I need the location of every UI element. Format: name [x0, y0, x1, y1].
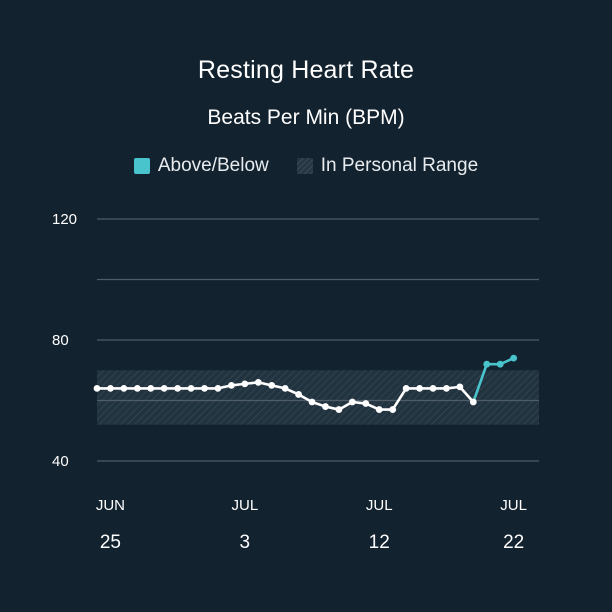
- data-point: [107, 385, 114, 392]
- legend-swatch-above-below: [133, 158, 150, 174]
- data-point: [429, 385, 437, 392]
- data-point: [147, 385, 155, 392]
- data-point: [362, 400, 370, 407]
- data-point: [496, 360, 504, 368]
- data-point: [389, 406, 397, 413]
- x-tick-month: JUL: [231, 497, 258, 514]
- data-point: [416, 385, 423, 392]
- x-tick-day: 22: [503, 532, 524, 553]
- data-point: [254, 378, 262, 386]
- data-point: [201, 385, 208, 392]
- legend-label-above-below: Above/Below: [157, 155, 269, 176]
- x-tick-month: JUN: [96, 497, 125, 514]
- data-point: [483, 360, 491, 368]
- chart-legend: Above/Below In Personal Range: [0, 155, 612, 177]
- series-line-segment: [391, 387, 408, 411]
- data-point: [228, 381, 235, 389]
- data-point: [241, 380, 249, 388]
- data-point: [443, 385, 450, 392]
- legend-label-personal-range: In Personal Range: [320, 155, 479, 176]
- data-point: [160, 385, 168, 392]
- x-tick-day: 12: [369, 532, 390, 553]
- data-point: [322, 403, 329, 410]
- chart-title: Resting Heart Rate: [197, 56, 415, 84]
- data-point: [375, 406, 383, 413]
- data-point: [133, 385, 141, 392]
- data-point: [268, 381, 276, 389]
- data-point: [281, 385, 289, 392]
- data-point: [214, 385, 222, 392]
- personal-range-band: [97, 370, 539, 425]
- y-tick-label: 120: [52, 211, 77, 228]
- data-point: [120, 385, 128, 392]
- data-point: [510, 354, 518, 362]
- data-point: [187, 385, 195, 392]
- data-point: [295, 391, 302, 398]
- legend-item-personal-range: In Personal Range: [296, 155, 479, 177]
- data-point: [456, 383, 464, 391]
- legend-swatch-personal-range: [296, 158, 313, 174]
- y-tick-label: 80: [52, 332, 69, 349]
- x-tick-month: JUL: [500, 497, 527, 514]
- x-tick-day: 25: [100, 532, 121, 553]
- series-line-segment: [472, 362, 489, 404]
- x-tick-month: JUL: [366, 497, 393, 514]
- data-point: [335, 406, 343, 413]
- data-point: [348, 398, 356, 406]
- x-tick-day: 3: [240, 532, 251, 553]
- data-point: [469, 398, 477, 406]
- data-point: [93, 385, 101, 392]
- chart-subtitle: Beats Per Min (BPM): [207, 106, 405, 129]
- legend-item-above-below: Above/Below: [133, 155, 269, 177]
- data-point: [402, 385, 410, 392]
- data-point: [308, 398, 316, 406]
- data-point: [174, 385, 182, 392]
- y-tick-label: 40: [52, 453, 69, 470]
